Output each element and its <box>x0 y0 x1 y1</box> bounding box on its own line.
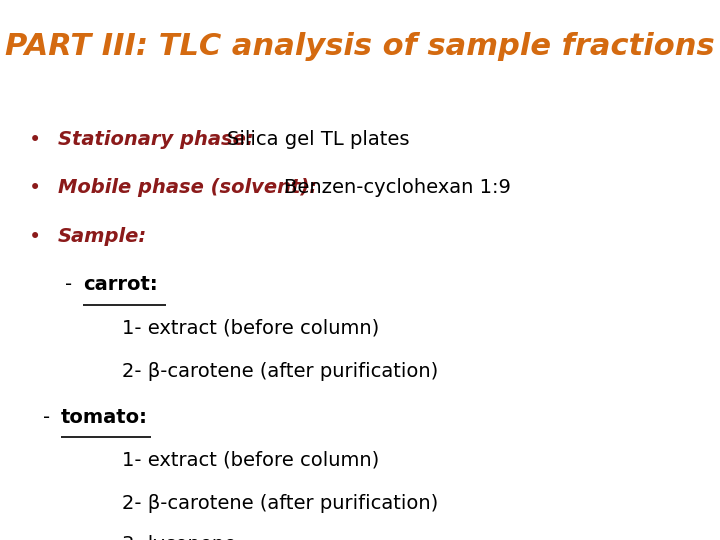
Text: Sample:: Sample: <box>58 227 147 246</box>
Text: 3- lycopene: 3- lycopene <box>122 535 237 540</box>
Text: 1- extract (before column): 1- extract (before column) <box>122 451 379 470</box>
Text: Silica gel TL plates: Silica gel TL plates <box>227 130 409 148</box>
Text: •: • <box>29 130 41 150</box>
Text: •: • <box>29 178 41 198</box>
Text: -: - <box>43 408 50 427</box>
Text: 1- extract (before column): 1- extract (before column) <box>122 319 379 338</box>
Text: carrot:: carrot: <box>83 275 158 294</box>
Text: tomato:: tomato: <box>61 408 148 427</box>
Text: Stationary phase:: Stationary phase: <box>58 130 260 148</box>
Text: 2- β-carotene (after purification): 2- β-carotene (after purification) <box>122 362 438 381</box>
Text: 2- β-carotene (after purification): 2- β-carotene (after purification) <box>122 494 438 513</box>
Text: Benzen-cyclohexan 1:9: Benzen-cyclohexan 1:9 <box>284 178 511 197</box>
Text: •: • <box>29 227 41 247</box>
Text: PART III: TLC analysis of sample fractions: PART III: TLC analysis of sample fractio… <box>5 32 715 62</box>
Text: Mobile phase (solvent):: Mobile phase (solvent): <box>58 178 323 197</box>
Text: -: - <box>65 275 72 294</box>
